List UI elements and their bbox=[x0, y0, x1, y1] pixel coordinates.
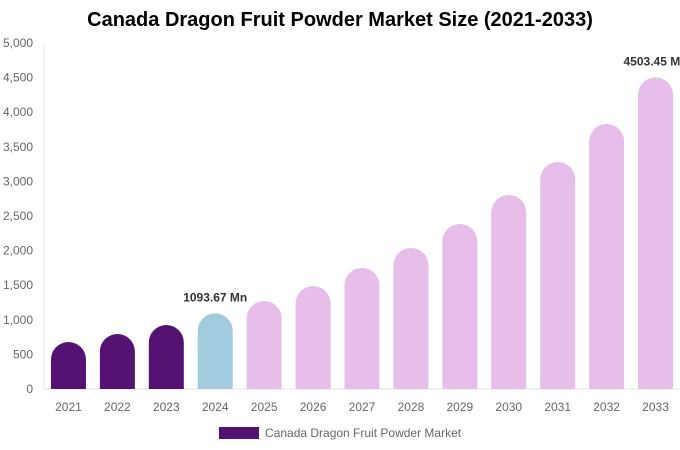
x-tick-label: 2028 bbox=[398, 400, 425, 414]
bar-2024 bbox=[197, 313, 233, 389]
x-tick-label: 2021 bbox=[55, 400, 82, 414]
bar-2032 bbox=[589, 123, 625, 390]
y-tick-label: 2,500 bbox=[3, 209, 33, 223]
bar-2023 bbox=[148, 324, 184, 389]
x-tick-label: 2023 bbox=[153, 400, 180, 414]
bar-2026 bbox=[295, 286, 331, 389]
bar-2030 bbox=[491, 195, 527, 389]
data-label: 1093.67 Mn bbox=[183, 290, 247, 304]
x-tick-label: 2025 bbox=[251, 400, 278, 414]
x-tick-label: 2029 bbox=[446, 400, 473, 414]
y-tick-label: 3,000 bbox=[3, 174, 33, 188]
bar-2028 bbox=[393, 247, 429, 389]
x-tick-label: 2022 bbox=[104, 400, 131, 414]
x-tick-label: 2033 bbox=[642, 400, 669, 414]
bar-2033 bbox=[638, 77, 674, 389]
bar-2022 bbox=[99, 333, 135, 389]
y-tick-label: 1,000 bbox=[3, 313, 33, 327]
y-tick-label: 5,000 bbox=[3, 36, 33, 50]
x-tick-label: 2030 bbox=[495, 400, 522, 414]
bar-2027 bbox=[344, 267, 380, 389]
y-tick-label: 500 bbox=[13, 347, 33, 361]
y-tick-label: 0 bbox=[26, 382, 33, 396]
x-tick-label: 2032 bbox=[593, 400, 620, 414]
bar-2031 bbox=[540, 162, 576, 389]
data-label: 4503.45 Mn bbox=[624, 54, 680, 68]
bar-2025 bbox=[246, 300, 282, 389]
bar-2021 bbox=[50, 342, 86, 389]
x-tick-label: 2031 bbox=[544, 400, 571, 414]
chart-title: Canada Dragon Fruit Powder Market Size (… bbox=[87, 9, 593, 31]
x-tick-label: 2026 bbox=[300, 400, 327, 414]
legend-swatch bbox=[219, 427, 259, 439]
y-tick-label: 4,000 bbox=[3, 105, 33, 119]
y-tick-label: 3,500 bbox=[3, 140, 33, 154]
y-tick-label: 4,500 bbox=[3, 71, 33, 85]
y-tick-label: 2,000 bbox=[3, 244, 33, 258]
x-tick-label: 2024 bbox=[202, 400, 229, 414]
bar-2029 bbox=[442, 224, 478, 389]
y-tick-label: 1,500 bbox=[3, 278, 33, 292]
legend-label: Canada Dragon Fruit Powder Market bbox=[265, 426, 462, 440]
x-tick-label: 2027 bbox=[349, 400, 376, 414]
legend[interactable]: Canada Dragon Fruit Powder Market bbox=[219, 426, 461, 440]
